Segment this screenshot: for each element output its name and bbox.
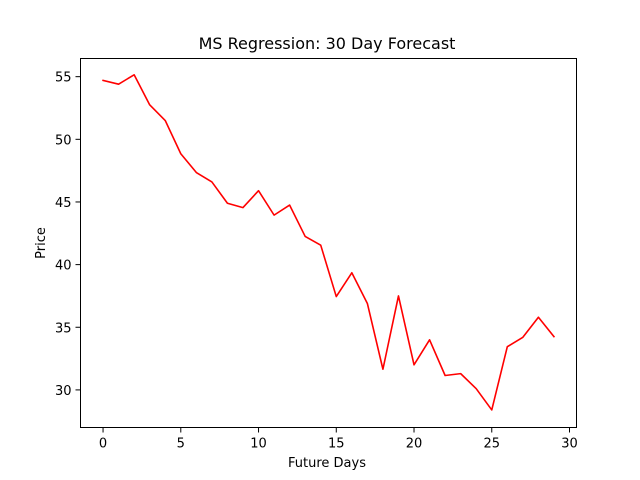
- y-tick-label: 55: [55, 71, 72, 86]
- y-tick-label: 50: [55, 133, 72, 148]
- y-tick-label: 40: [55, 259, 72, 274]
- x-axis-label: Future Days: [288, 456, 366, 471]
- y-tick-label: 35: [55, 321, 72, 336]
- chart-title: MS Regression: 30 Day Forecast: [199, 34, 456, 53]
- x-tick-label: 20: [406, 437, 423, 452]
- plot-frame: [80, 58, 577, 428]
- y-tick-label: 45: [55, 196, 72, 211]
- x-tick-label: 25: [483, 437, 500, 452]
- y-axis-label: Price: [34, 227, 49, 259]
- x-tick-label: 10: [250, 437, 267, 452]
- x-tick-label: 0: [99, 437, 107, 452]
- y-axis: 30 35 40 45 50 55: [55, 71, 81, 399]
- series-layer: [102, 73, 556, 411]
- forecast-line: [102, 73, 556, 411]
- x-tick-label: 5: [177, 437, 185, 452]
- x-tick-label: 15: [328, 437, 345, 452]
- y-tick-label: 30: [55, 384, 72, 399]
- x-tick-label: 30: [561, 437, 578, 452]
- x-axis: 0 5 10 15 20 25 30: [99, 427, 578, 452]
